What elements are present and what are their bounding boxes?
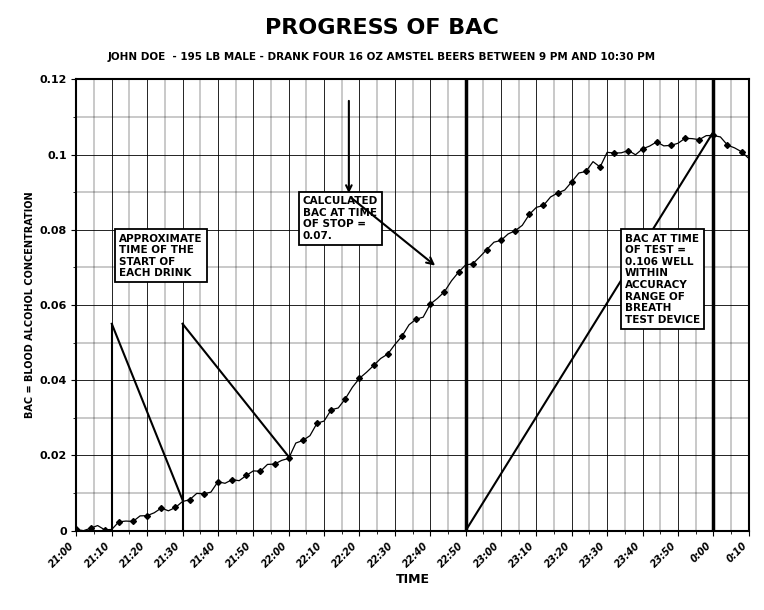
Text: JOHN DOE  - 195 LB MALE - DRANK FOUR 16 OZ AMSTEL BEERS BETWEEN 9 PM AND 10:30 P: JOHN DOE - 195 LB MALE - DRANK FOUR 16 O…	[108, 52, 656, 62]
Text: APPROXIMATE
TIME OF THE
START OF
EACH DRINK: APPROXIMATE TIME OF THE START OF EACH DR…	[119, 234, 202, 278]
Text: CALCULATED
BAC AT TIME
OF STOP =
0.07.: CALCULATED BAC AT TIME OF STOP = 0.07.	[303, 196, 378, 241]
X-axis label: TIME: TIME	[396, 573, 429, 586]
Text: BAC AT TIME
OF TEST =
0.106 WELL
WITHIN
ACCURACY
RANGE OF
BREATH
TEST DEVICE: BAC AT TIME OF TEST = 0.106 WELL WITHIN …	[625, 234, 700, 325]
Y-axis label: BAC = BLOOD ALCOHOL CONCENTRATION: BAC = BLOOD ALCOHOL CONCENTRATION	[25, 192, 35, 418]
Text: PROGRESS OF BAC: PROGRESS OF BAC	[265, 18, 499, 38]
